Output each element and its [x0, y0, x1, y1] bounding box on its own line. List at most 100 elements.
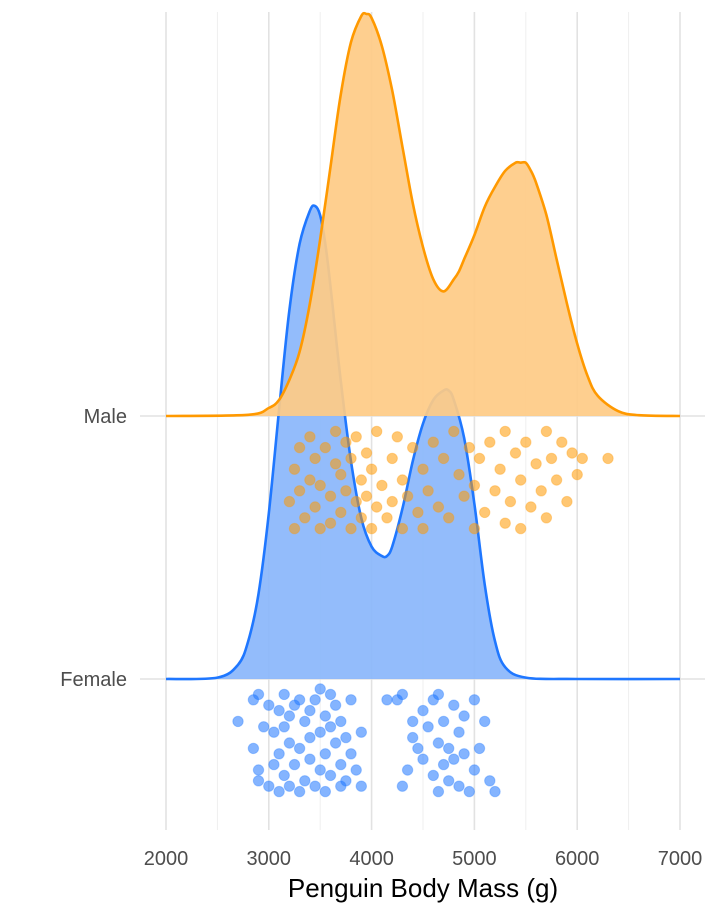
- x-tick-label: 4000: [349, 848, 394, 870]
- female-data-point: [273, 704, 285, 717]
- male-data-point: [407, 441, 419, 454]
- male-data-point: [396, 474, 409, 486]
- male-data-point: [417, 463, 429, 475]
- female-data-point: [299, 775, 311, 787]
- male-data-point: [494, 463, 506, 475]
- female-data-point: [314, 726, 326, 738]
- female-data-point: [324, 688, 337, 701]
- male-data-point: [432, 501, 445, 513]
- female-density-area: [166, 205, 680, 680]
- male-data-point: [309, 501, 321, 513]
- female-data-point: [309, 694, 321, 706]
- male-data-point: [360, 490, 373, 502]
- female-data-point: [252, 764, 265, 776]
- female-data-point: [396, 780, 409, 792]
- female-data-point: [273, 785, 285, 798]
- male-data-point: [340, 436, 352, 448]
- male-data-point: [530, 458, 542, 470]
- female-data-point: [355, 726, 367, 738]
- female-data-point: [324, 721, 337, 733]
- male-data-point: [561, 495, 573, 508]
- male-data-point: [324, 490, 337, 502]
- y-tick-label-male: Male: [84, 406, 127, 428]
- female-data-point: [407, 731, 419, 744]
- male-data-point: [458, 490, 470, 502]
- female-data-point: [247, 742, 260, 755]
- male-data-point: [350, 431, 362, 443]
- male-data-point: [520, 436, 532, 448]
- female-data-point: [340, 731, 352, 744]
- male-data-point: [360, 447, 373, 459]
- female-data-point: [468, 764, 481, 776]
- male-data-point: [473, 452, 486, 465]
- x-axis-title: Penguin Body Mass (g): [288, 873, 558, 903]
- female-data-point: [340, 775, 352, 787]
- female-data-point: [299, 715, 311, 728]
- male-data-point: [288, 522, 301, 535]
- male-data-point: [293, 485, 306, 497]
- male-data-point: [540, 425, 553, 438]
- female-data-point: [252, 775, 265, 787]
- male-points: [283, 425, 614, 535]
- female-data-point: [412, 742, 424, 755]
- male-data-point: [381, 512, 393, 524]
- y-tick-label-female: Female: [60, 669, 127, 691]
- female-data-point: [468, 694, 481, 706]
- female-data-point: [381, 694, 393, 706]
- male-data-point: [566, 447, 578, 459]
- female-data-point: [443, 742, 455, 755]
- female-data-point: [263, 780, 275, 792]
- male-data-point: [350, 495, 362, 508]
- female-data-point: [443, 775, 455, 787]
- x-tick-label: 6000: [555, 848, 600, 870]
- male-data-point: [345, 452, 357, 465]
- x-tick-labels: 2000 3000 4000 5000 6000 7000: [144, 848, 703, 870]
- female-data-point: [473, 742, 486, 755]
- male-data-point: [371, 425, 383, 438]
- x-tick-label: 2000: [144, 848, 189, 870]
- female-data-point: [252, 688, 265, 701]
- female-data-point: [458, 748, 470, 760]
- female-data-point: [232, 715, 244, 728]
- male-data-point: [468, 479, 481, 492]
- male-density-area: [166, 13, 680, 416]
- male-data-point: [314, 479, 326, 492]
- female-data-point: [432, 688, 445, 701]
- male-data-point: [376, 479, 388, 492]
- female-data-point: [278, 769, 290, 782]
- female-data-point: [407, 715, 419, 728]
- male-data-point: [335, 468, 347, 481]
- female-data-point: [288, 758, 301, 771]
- female-data-point: [263, 699, 275, 711]
- female-data-point: [463, 785, 475, 798]
- male-data-point: [345, 522, 357, 535]
- female-data-point: [293, 785, 306, 798]
- female-data-point: [453, 780, 465, 792]
- female-data-point: [268, 758, 280, 771]
- female-data-point: [422, 721, 434, 733]
- male-data-point: [422, 485, 434, 497]
- female-data-point: [432, 785, 445, 798]
- male-data-point: [314, 522, 326, 535]
- male-data-point: [453, 468, 465, 481]
- male-data-point: [304, 474, 316, 486]
- female-data-point: [437, 758, 450, 771]
- male-data-point: [340, 485, 352, 497]
- female-data-point: [335, 758, 347, 771]
- female-data-point: [283, 710, 296, 722]
- male-data-point: [299, 512, 311, 524]
- female-data-point: [401, 764, 414, 776]
- female-data-point: [417, 704, 429, 717]
- female-data-point: [448, 753, 460, 765]
- male-data-point: [515, 522, 527, 535]
- male-data-point: [443, 512, 455, 524]
- male-data-point: [365, 522, 378, 535]
- female-data-point: [314, 683, 326, 695]
- female-data-point: [273, 748, 285, 760]
- male-data-point: [386, 495, 398, 508]
- male-data-point: [437, 452, 450, 465]
- male-data-point: [504, 495, 517, 508]
- male-data-point: [545, 452, 558, 465]
- female-data-point: [314, 764, 326, 776]
- y-tick-labels: Female Male: [60, 406, 127, 691]
